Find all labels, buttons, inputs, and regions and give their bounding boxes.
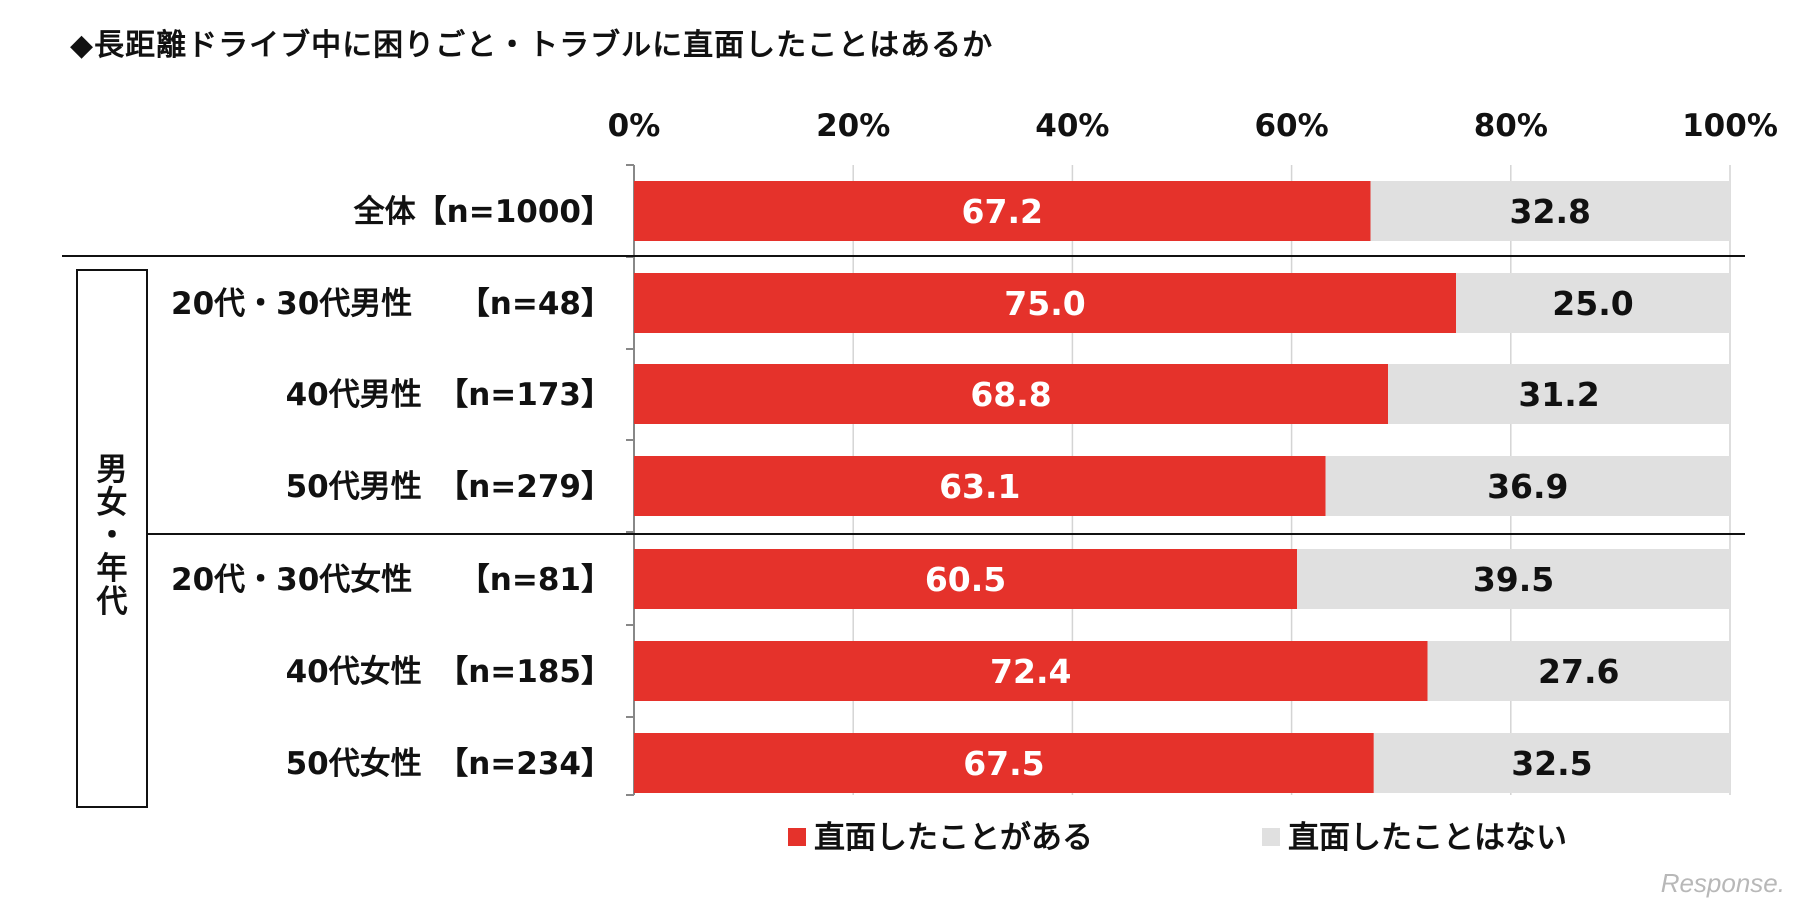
bar-segment-not-experienced <box>1370 181 1730 241</box>
bar-segment-experienced <box>634 733 1374 793</box>
category-label: 20代・30代女性 【n=81】 <box>171 562 612 598</box>
bar-segment-experienced <box>634 641 1428 701</box>
legend-swatch <box>788 828 806 846</box>
bar-segment-not-experienced <box>1325 456 1730 516</box>
bar-segment-not-experienced <box>1427 641 1730 701</box>
bar-segment-experienced <box>634 181 1371 241</box>
bar-segment-not-experienced <box>1388 364 1730 424</box>
group-label-char: ・ <box>97 518 128 554</box>
data-label: 39.5 <box>1473 560 1554 599</box>
chart-title: ◆長距離ドライブ中に困りごと・トラブルに直面したことはあるか <box>70 28 994 63</box>
group-label-char: 代 <box>96 584 128 620</box>
data-label: 68.8 <box>970 375 1051 414</box>
bar-segment-experienced <box>634 456 1326 516</box>
data-label: 63.1 <box>939 467 1020 506</box>
data-label: 36.9 <box>1487 467 1568 506</box>
x-tick-label: 80% <box>1474 108 1548 144</box>
bar-segment-experienced <box>634 549 1298 609</box>
data-label: 67.2 <box>962 192 1043 231</box>
data-label: 60.5 <box>925 560 1006 599</box>
data-label: 32.5 <box>1511 744 1592 783</box>
x-tick-label: 20% <box>816 108 890 144</box>
category-label: 50代女性 【n=234】 <box>286 746 612 782</box>
data-label: 31.2 <box>1518 375 1599 414</box>
legend-swatch <box>1262 828 1280 846</box>
data-label: 32.8 <box>1510 192 1591 231</box>
x-tick-label: 40% <box>1035 108 1109 144</box>
legend-label: 直面したことがある <box>814 820 1093 856</box>
legend-label: 直面したことはない <box>1288 820 1567 856</box>
bar-segment-experienced <box>634 364 1389 424</box>
category-label: 全体【n=1000】 <box>353 194 612 230</box>
category-label: 40代男性 【n=173】 <box>286 377 612 413</box>
group-label-char: 年 <box>97 551 128 587</box>
category-label: 50代男性 【n=279】 <box>286 469 612 505</box>
group-label-char: 女 <box>97 485 128 521</box>
category-label: 20代・30代男性 【n=48】 <box>171 286 612 322</box>
data-label: 25.0 <box>1552 284 1633 323</box>
data-label: 27.6 <box>1538 652 1619 691</box>
data-label: 67.5 <box>963 744 1044 783</box>
watermark-logo: Response. <box>1660 868 1785 898</box>
bar-segment-not-experienced <box>1297 549 1730 609</box>
group-label-char: 男 <box>97 452 128 488</box>
x-tick-label: 100% <box>1682 108 1778 144</box>
x-tick-label: 60% <box>1254 108 1328 144</box>
x-tick-label: 0% <box>608 108 661 144</box>
data-label: 72.4 <box>990 652 1071 691</box>
bar-segment-not-experienced <box>1456 273 1730 333</box>
bar-segment-not-experienced <box>1373 733 1730 793</box>
group-box <box>76 269 148 808</box>
category-label: 40代女性 【n=185】 <box>286 654 612 690</box>
bar-segment-experienced <box>634 273 1456 333</box>
data-label: 75.0 <box>1004 284 1085 323</box>
